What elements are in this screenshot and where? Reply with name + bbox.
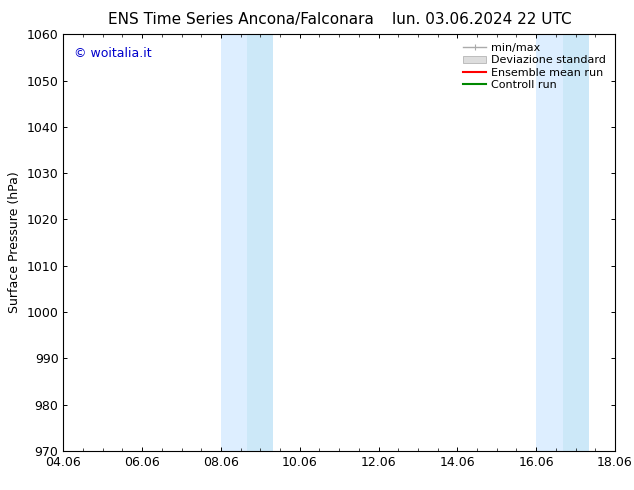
Y-axis label: Surface Pressure (hPa): Surface Pressure (hPa) — [8, 172, 21, 314]
Text: © woitalia.it: © woitalia.it — [74, 47, 152, 60]
Legend: min/max, Deviazione standard, Ensemble mean run, Controll run: min/max, Deviazione standard, Ensemble m… — [460, 40, 609, 93]
Bar — [562, 34, 588, 451]
Bar — [536, 34, 562, 451]
Bar — [247, 34, 273, 451]
Text: lun. 03.06.2024 22 UTC: lun. 03.06.2024 22 UTC — [392, 12, 572, 27]
Bar — [221, 34, 247, 451]
Text: ENS Time Series Ancona/Falconara: ENS Time Series Ancona/Falconara — [108, 12, 374, 27]
